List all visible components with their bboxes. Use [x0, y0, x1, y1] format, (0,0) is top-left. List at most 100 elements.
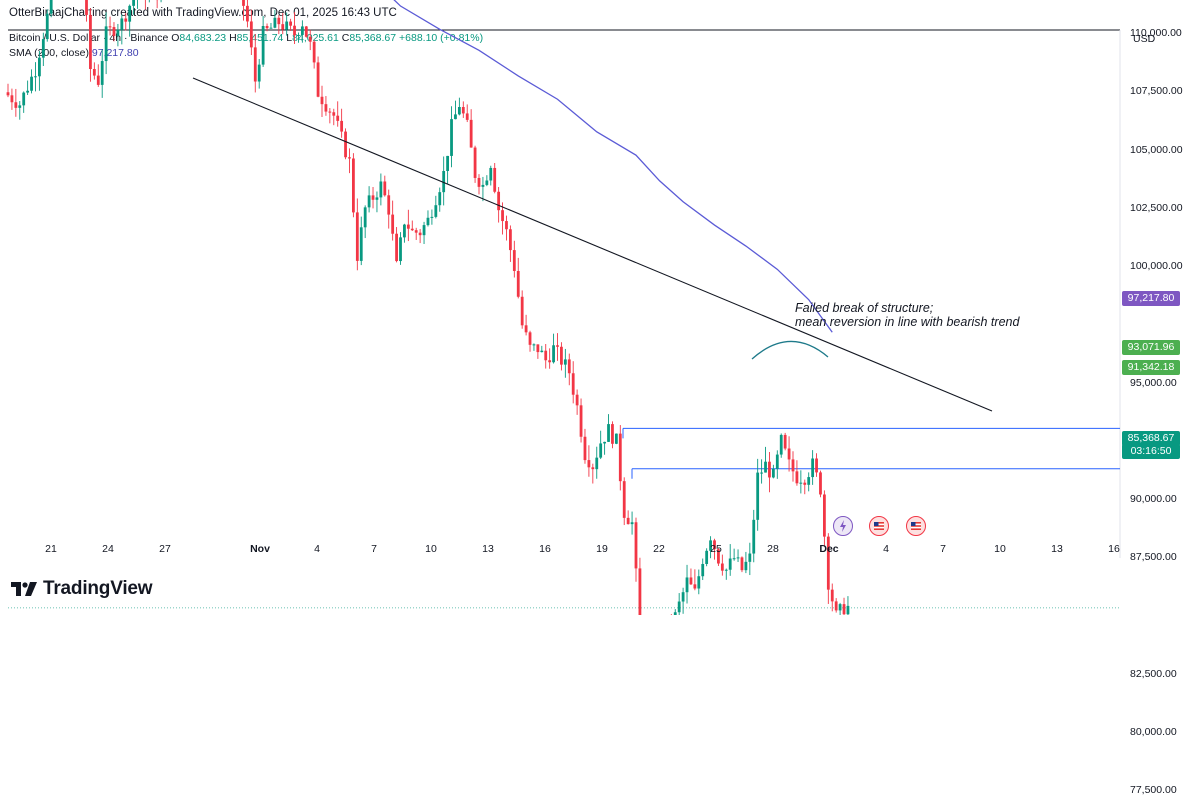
candle-body [26, 91, 29, 93]
candle-body [450, 119, 453, 156]
candle-body [336, 116, 339, 121]
candle-body [317, 62, 320, 96]
candle-body [772, 469, 775, 478]
level-bottom-badge: 91,342.18 [1122, 360, 1180, 375]
x-tick-label: 21 [45, 543, 57, 555]
candle-body [434, 205, 437, 217]
candle-body [38, 58, 41, 77]
us-flag-event-icon-2[interactable] [906, 516, 926, 536]
candle-body [745, 562, 748, 570]
us-flag-event-icon[interactable] [869, 516, 889, 536]
candle-body [780, 435, 783, 455]
candle-body [407, 225, 410, 229]
candle-body [803, 483, 806, 485]
candle-body [242, 0, 245, 6]
candle-body [14, 102, 17, 108]
y-tick-label: 102,500.00 [1130, 202, 1183, 214]
candle-body [293, 26, 296, 36]
candle-body [30, 77, 33, 91]
candle-body [533, 344, 536, 345]
x-tick-label: 4 [883, 543, 889, 555]
candle-body [839, 604, 842, 610]
candle-body [552, 345, 555, 362]
candle-body [482, 185, 485, 187]
x-tick-label: 4 [314, 543, 320, 555]
candle-body [478, 178, 481, 187]
candle-body [693, 584, 696, 588]
candle-body [387, 195, 390, 214]
y-tick-label: 110,000.00 [1130, 27, 1182, 39]
candle-body [792, 459, 795, 471]
x-tick-label: 24 [102, 543, 114, 555]
countdown-badge: 03:16:50 [1122, 444, 1180, 459]
x-tick-label: 19 [596, 543, 608, 555]
candle-body [776, 455, 779, 469]
candle-body [297, 35, 300, 36]
candle-body [517, 271, 520, 297]
candle-body [819, 472, 822, 494]
candle-body [368, 195, 371, 207]
candle-body [485, 180, 488, 184]
candle-body [352, 158, 355, 212]
candle-body [529, 332, 532, 344]
candle-body [591, 467, 594, 469]
x-tick-label: 22 [653, 543, 665, 555]
candle-body [811, 459, 814, 478]
candle-body [599, 443, 602, 457]
x-tick-label: 10 [994, 543, 1006, 555]
candle-body [289, 22, 292, 26]
candle-body [364, 207, 367, 227]
candle-body [611, 424, 614, 444]
candle-body [270, 28, 273, 29]
candle-body [733, 558, 736, 559]
candle-body [764, 462, 767, 473]
candle-body [105, 26, 108, 61]
y-tick-label: 80,000.00 [1130, 726, 1177, 738]
tradingview-logo[interactable]: TradingView [11, 578, 152, 600]
y-tick-label: 100,000.00 [1130, 260, 1183, 272]
y-tick-label: 90,000.00 [1130, 493, 1177, 505]
candle-body [580, 405, 583, 436]
chart-annotation: Failed break of structure; mean reversio… [795, 301, 1019, 329]
candle-body [513, 250, 516, 271]
candle-body [607, 424, 610, 442]
candle-body [690, 577, 693, 584]
y-tick-label: 107,500.00 [1130, 85, 1183, 97]
candle-body [564, 359, 567, 364]
candle-body [462, 107, 465, 113]
candle-body [128, 6, 131, 22]
candle-body [548, 360, 551, 362]
lightning-event-icon[interactable] [833, 516, 853, 536]
sma-price-badge: 97,217.80 [1122, 291, 1180, 306]
candle-body [556, 345, 559, 347]
candle-body [97, 76, 100, 85]
candle-body [344, 132, 347, 158]
candle-body [576, 395, 579, 406]
candle-body [277, 18, 280, 24]
candle-body [446, 156, 449, 171]
candle-body [415, 230, 418, 232]
candle-body [454, 114, 457, 119]
x-tick-label: 16 [1108, 543, 1120, 555]
candle-body [788, 449, 791, 460]
price-chart[interactable] [0, 0, 1200, 615]
candle-body [258, 65, 261, 82]
candle-body [835, 601, 838, 610]
candle-body [721, 564, 724, 571]
candle-body [603, 442, 606, 444]
candle-body [521, 297, 524, 326]
candle-body [588, 460, 591, 467]
candle-body [419, 233, 422, 236]
candle-body [348, 157, 351, 158]
candle-body [697, 576, 700, 588]
candle-body [313, 42, 316, 63]
candle-body [85, 0, 88, 15]
candle-body [34, 76, 37, 77]
candle-body [686, 577, 689, 592]
y-tick-label: 87,500.00 [1130, 551, 1177, 563]
candle-body [7, 92, 10, 95]
candle-body [423, 225, 426, 235]
candle-body [756, 473, 759, 520]
candle-body [509, 229, 512, 250]
candle-body [120, 18, 123, 29]
